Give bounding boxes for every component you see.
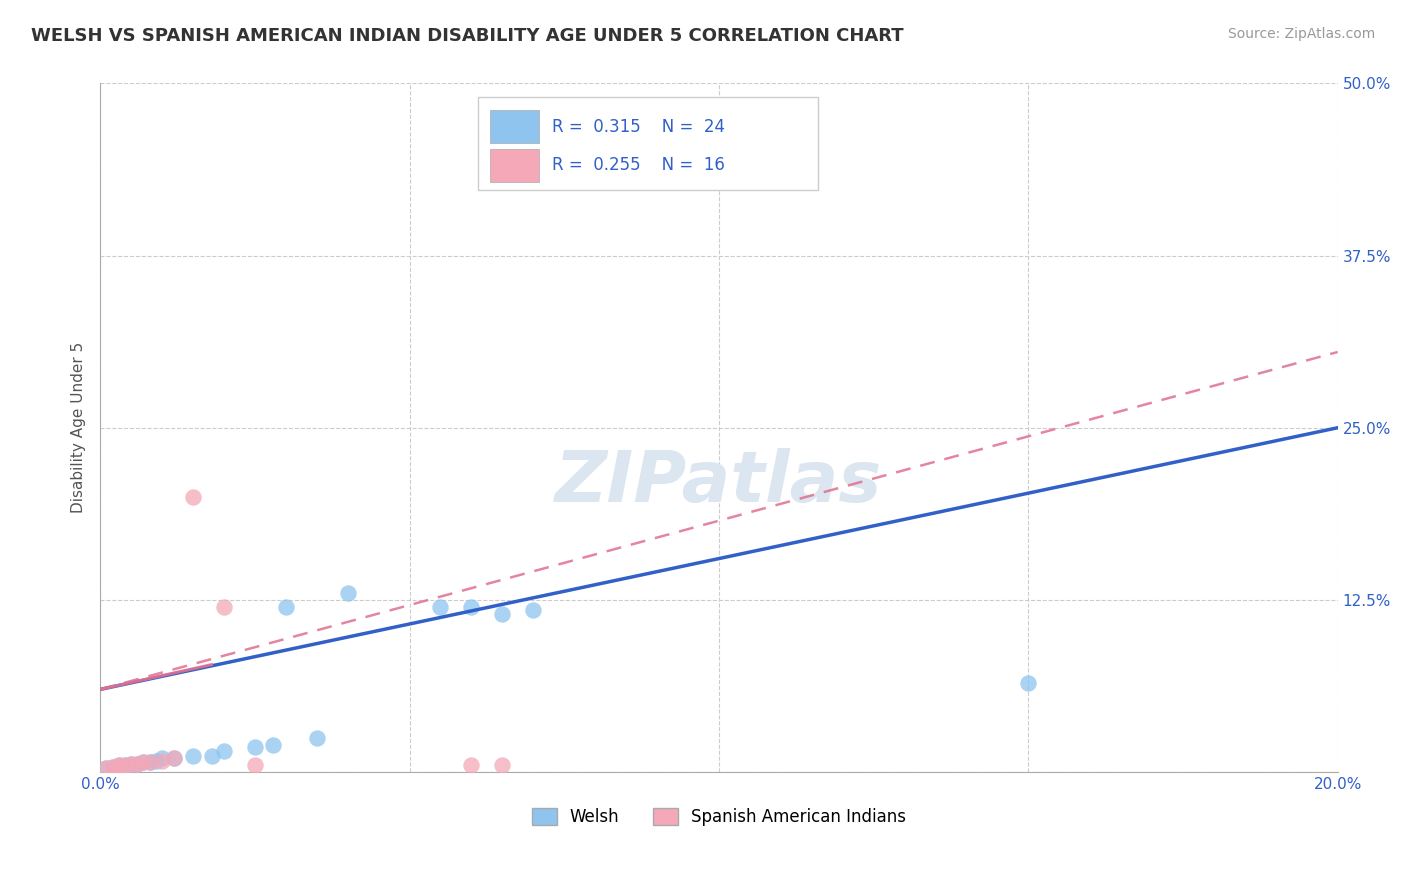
Point: [120, 756, 142, 771]
Point: [150, 751, 173, 765]
FancyBboxPatch shape: [489, 111, 540, 144]
Point: [262, 738, 284, 752]
Point: [107, 758, 129, 772]
Point: [181, 490, 204, 504]
Point: [163, 751, 186, 765]
Point: [96, 761, 118, 775]
Point: [138, 756, 160, 770]
Legend: Welsh, Spanish American Indians: Welsh, Spanish American Indians: [524, 801, 912, 832]
Point: [274, 599, 297, 614]
Y-axis label: Disability Age Under 5: Disability Age Under 5: [72, 343, 86, 514]
Point: [212, 599, 235, 614]
Point: [114, 758, 136, 772]
Point: [107, 759, 129, 773]
Point: [127, 756, 149, 771]
Point: [491, 607, 513, 621]
Point: [243, 758, 266, 772]
Point: [460, 599, 482, 614]
Text: R =  0.315    N =  24: R = 0.315 N = 24: [551, 118, 725, 136]
Point: [181, 748, 204, 763]
Point: [336, 586, 359, 600]
Point: [132, 756, 155, 770]
Point: [101, 759, 124, 773]
Point: [200, 748, 222, 763]
Point: [305, 731, 328, 745]
Point: [138, 756, 160, 770]
Point: [522, 602, 544, 616]
Point: [107, 758, 129, 772]
Point: [150, 754, 173, 768]
FancyBboxPatch shape: [478, 97, 818, 190]
FancyBboxPatch shape: [489, 149, 540, 182]
Point: [132, 756, 155, 770]
Point: [491, 758, 513, 772]
Point: [212, 744, 235, 758]
Text: WELSH VS SPANISH AMERICAN INDIAN DISABILITY AGE UNDER 5 CORRELATION CHART: WELSH VS SPANISH AMERICAN INDIAN DISABIL…: [31, 27, 904, 45]
Text: ZIPatlas: ZIPatlas: [555, 449, 883, 517]
Point: [127, 756, 149, 771]
Point: [120, 756, 142, 771]
Point: [429, 599, 451, 614]
Point: [460, 758, 482, 772]
Point: [101, 759, 124, 773]
Point: [96, 761, 118, 775]
Point: [243, 740, 266, 755]
Point: [145, 754, 167, 768]
Text: R =  0.255    N =  16: R = 0.255 N = 16: [551, 156, 724, 174]
Point: [163, 751, 186, 765]
Point: [1017, 675, 1039, 690]
Text: Source: ZipAtlas.com: Source: ZipAtlas.com: [1227, 27, 1375, 41]
Point: [114, 758, 136, 772]
